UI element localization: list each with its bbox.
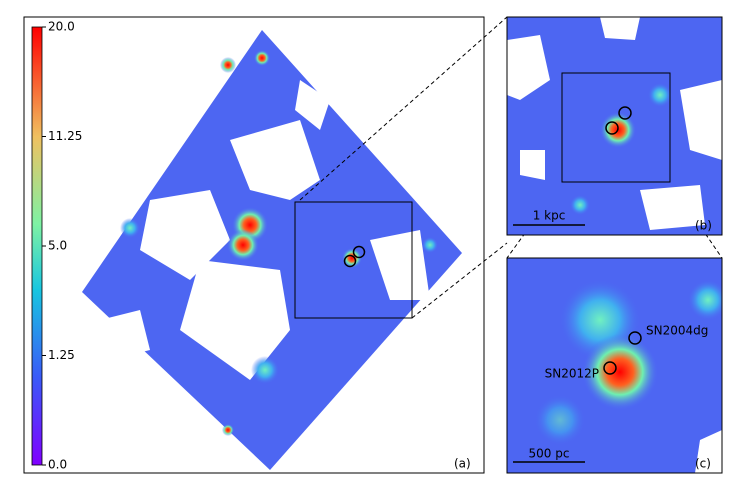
colorbar-tick-label: 1.25 [48,348,75,362]
zoom-line [411,242,508,319]
sn-label: SN2012P [545,367,599,381]
panel-b: 1 kpc (b) [506,16,723,236]
panel-a: (a) [23,16,485,474]
panel-label: (c) [695,457,711,471]
sn-label: SN2004dg [646,324,708,338]
scale-bar-label: 500 pc [529,447,570,461]
colorbar-tick-label: 0.0 [48,458,67,472]
panel-label: (a) [454,457,471,471]
colorbar-tick-label: 11.25 [48,129,82,143]
panel-label: (b) [695,219,712,233]
colorbar [31,26,43,466]
scale-bar-label: 1 kpc [533,209,566,223]
colorbar-tick-label: 5.0 [48,239,67,253]
colorbar-tick-label: 20.0 [48,20,75,34]
panel-c: SN2004dg SN2012P 500 pc (c) [506,257,723,474]
